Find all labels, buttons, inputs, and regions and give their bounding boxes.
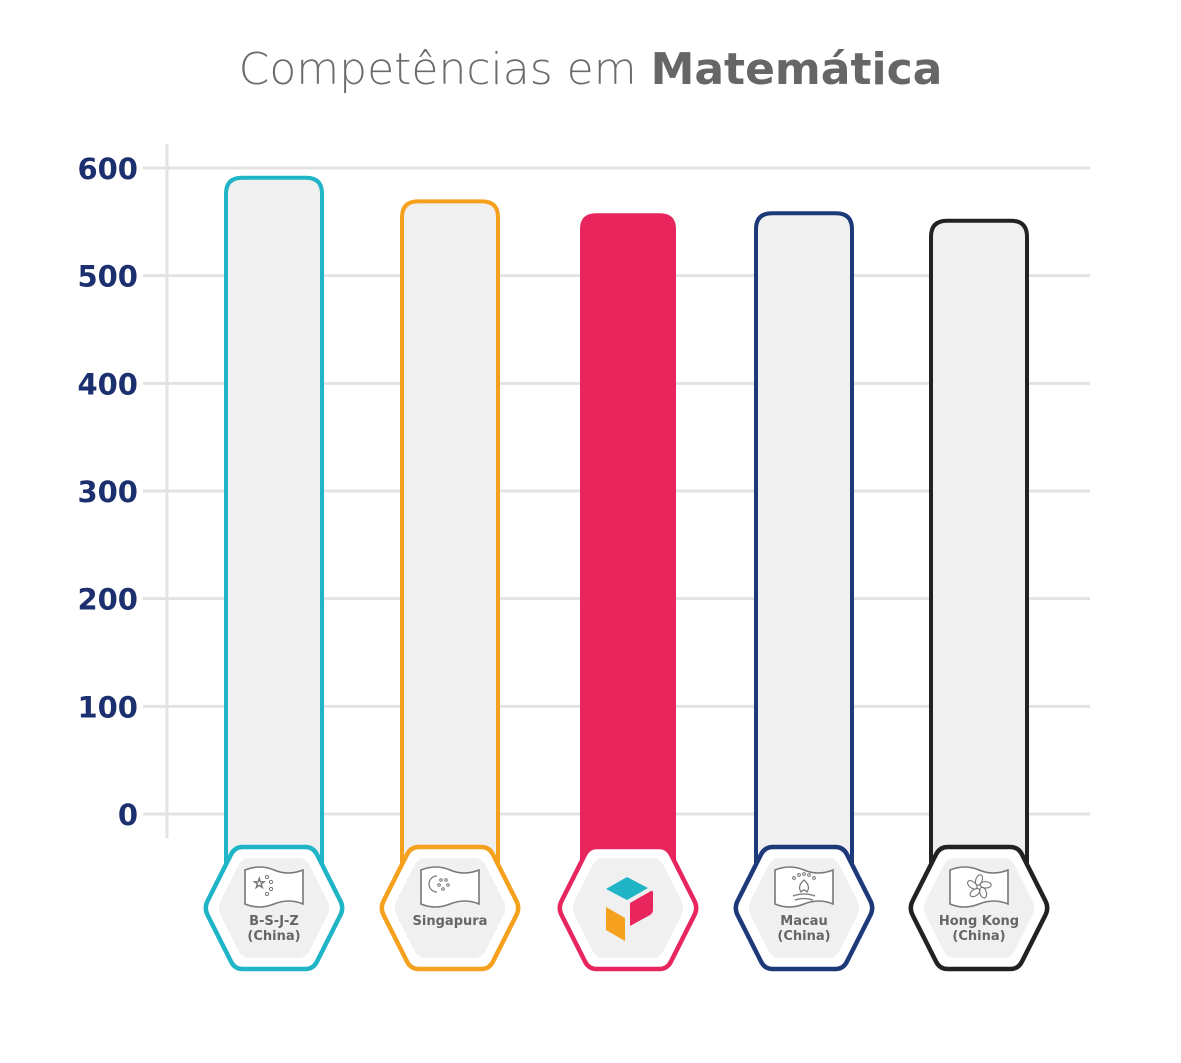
y-tick-label: 400 [77, 367, 138, 401]
bar-fill [756, 213, 852, 881]
category-badge: Macau(China) [733, 844, 875, 972]
category-badge [557, 844, 699, 972]
y-tick-label: 100 [77, 690, 138, 724]
bar-fill [402, 201, 498, 881]
bar [224, 175, 324, 880]
category-label: (China) [777, 929, 830, 944]
bar [929, 218, 1029, 880]
chart-title-bold: Matemática [650, 44, 943, 95]
category-badge: ☆ B-S-J-Z(China) [203, 844, 345, 972]
category-label: (China) [247, 929, 300, 944]
y-axis: 0 100 200 300 400 500 600 [77, 144, 169, 838]
bar-fill [226, 177, 322, 880]
category-badges: ☆B-S-J-Z(China)Singapura Macau(China)Hong… [203, 844, 1050, 972]
chart-title: Competências em Matemática [0, 44, 1181, 95]
category-label: (China) [952, 929, 1005, 944]
bar-fill [931, 220, 1027, 881]
y-tick-label: 200 [77, 583, 138, 617]
macau-flag-icon [774, 866, 834, 908]
svg-text:☆: ☆ [253, 876, 266, 892]
chart-title-regular: Competências em [238, 44, 637, 95]
bar [400, 199, 500, 880]
bar-group [224, 175, 324, 880]
y-tick-label: 500 [77, 260, 138, 294]
category-label: B-S-J-Z [249, 914, 299, 929]
category-label: Singapura [413, 914, 488, 929]
hong-kong-flag-icon [949, 866, 1009, 908]
badge-inner [572, 858, 684, 958]
category-badge: Hong Kong(China) [908, 844, 1050, 972]
y-tick-label: 0 [118, 798, 138, 832]
singapore-flag-icon [420, 866, 480, 908]
category-label: Macau [780, 914, 827, 929]
bars [224, 175, 1029, 881]
bar-group [929, 218, 1029, 881]
bar-group [400, 199, 500, 881]
bar [580, 213, 676, 881]
y-tick-label: 300 [77, 475, 138, 509]
china-flag-icon: ☆ [244, 866, 304, 908]
category-badge: Singapura [379, 844, 521, 972]
brand-logo-icon [606, 877, 653, 941]
bar [754, 211, 854, 880]
bar-group [754, 211, 854, 881]
category-label: Hong Kong [939, 914, 1019, 929]
y-tick-label: 600 [77, 152, 138, 186]
bar-group [580, 213, 676, 881]
